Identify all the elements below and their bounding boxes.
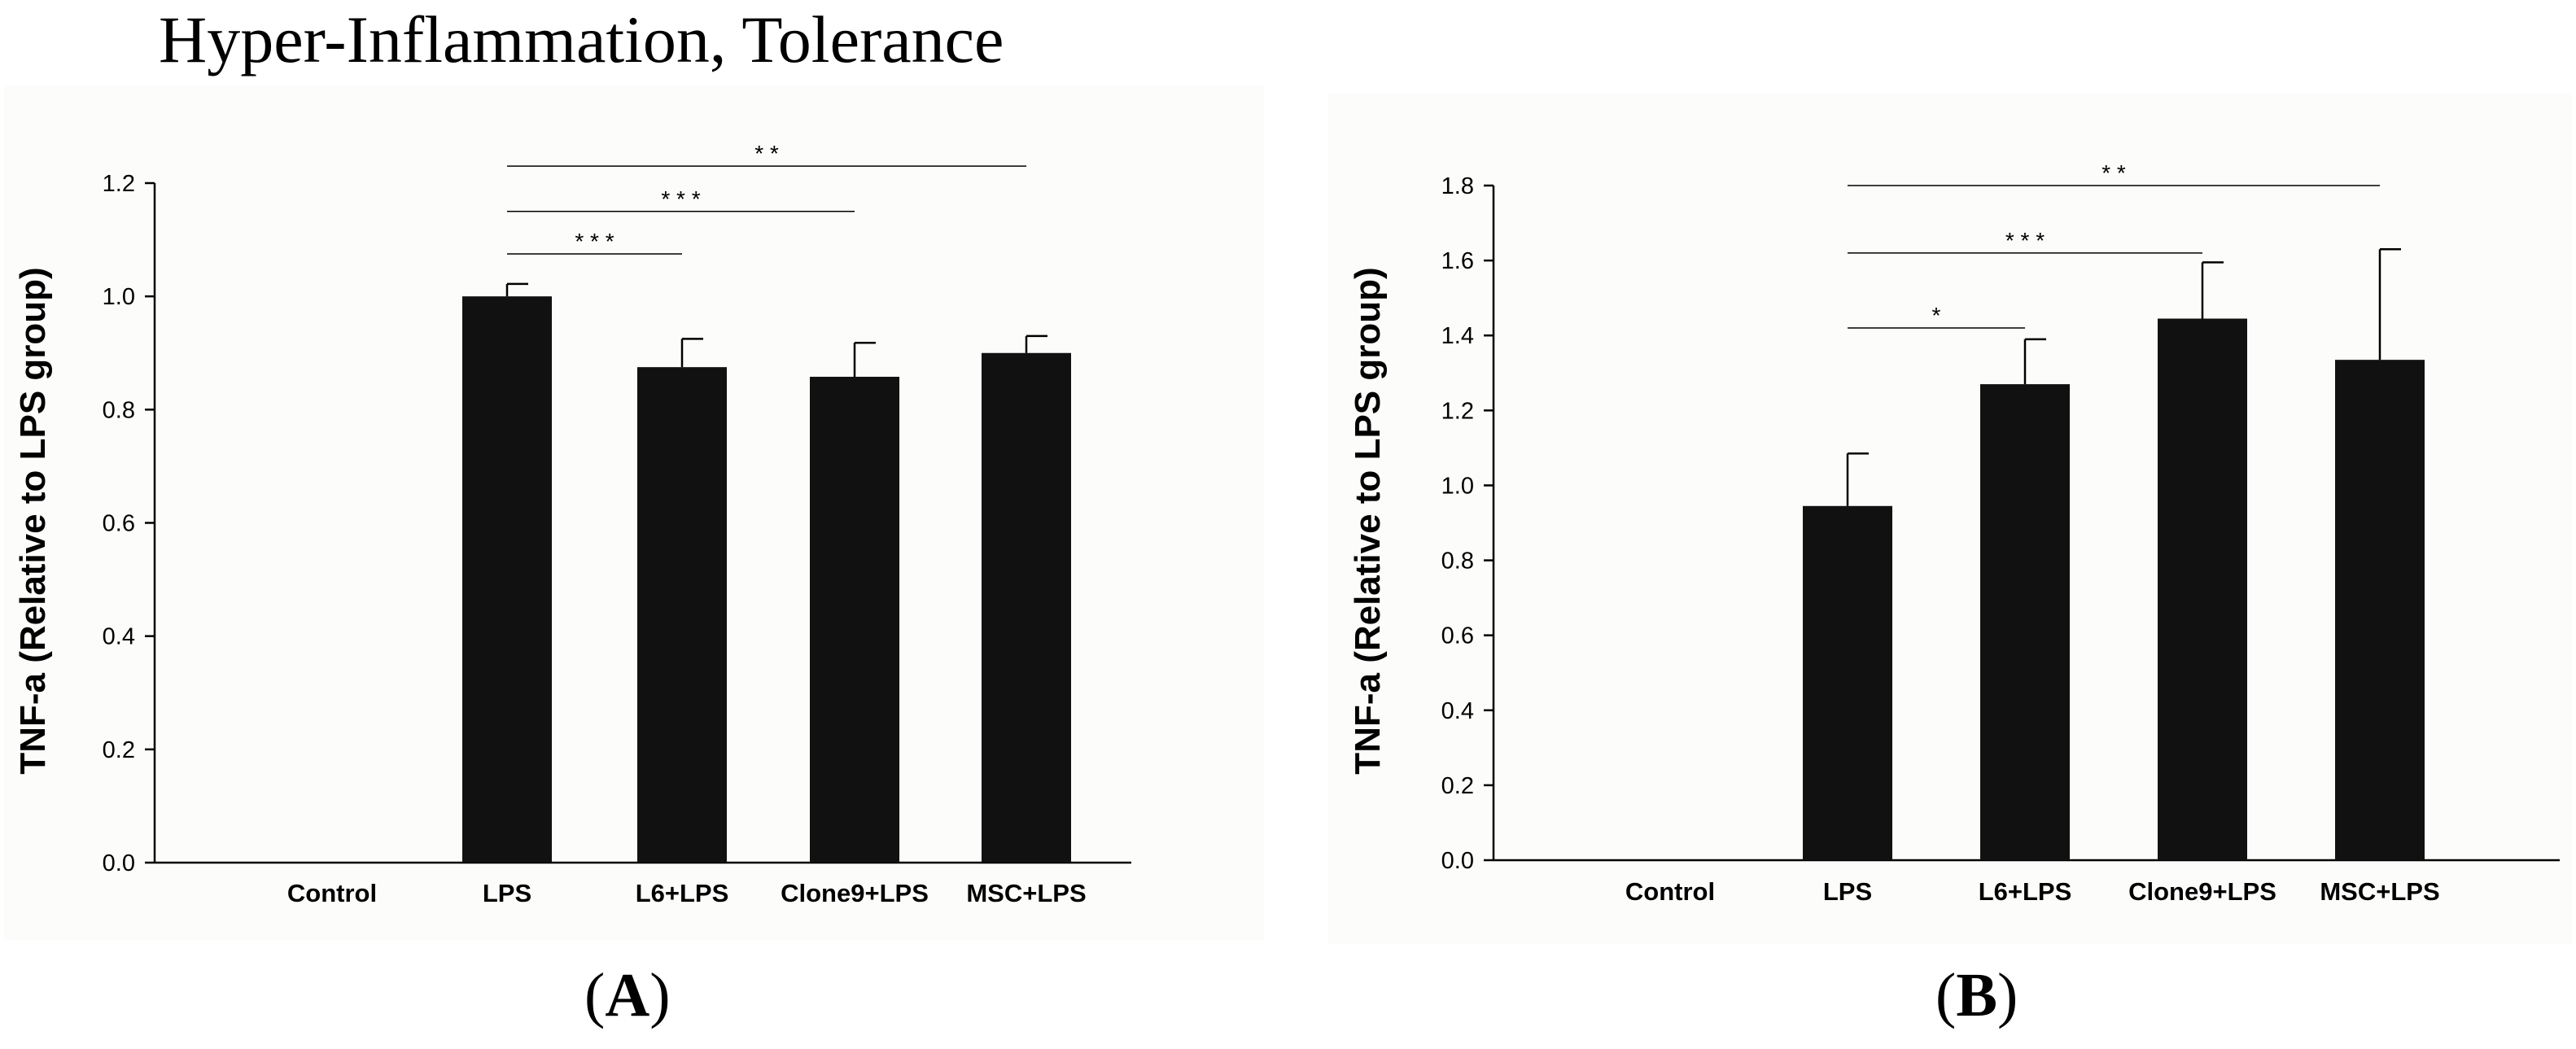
- panel-a-y-tick-label: 1.0: [103, 284, 135, 310]
- panel-b-y-axis-title: TNF-a (Relative to LPS group): [1348, 267, 1388, 774]
- panel-b-bar-l6-lps: [1980, 384, 2070, 860]
- panel-b-bar-msc-lps: [2335, 360, 2425, 860]
- panel-label-b: (B): [1935, 961, 2018, 1029]
- panel-a-y-tick-label: 0.2: [103, 737, 135, 763]
- panel-a-y-axis-title: TNF-a (Relative to LPS group): [13, 267, 53, 774]
- panel-b-significance-label: * * *: [2005, 228, 2045, 253]
- panel-b-category-label: LPS: [1823, 877, 1872, 906]
- panel-a-y-tick-label: 0.0: [103, 850, 135, 876]
- panel-a-bar-clone9-lps: [810, 376, 899, 863]
- panel-a-y-tick-label: 0.6: [103, 511, 135, 537]
- panel-a-category-label: Control: [287, 879, 377, 907]
- panel-b-category-label: MSC+LPS: [2320, 877, 2439, 906]
- panel-b-category-label: L6+LPS: [1979, 877, 2072, 906]
- panel-b-category-label: Clone9+LPS: [2128, 877, 2276, 906]
- panel-b-y-tick-label: 1.0: [1441, 473, 1474, 499]
- panel-b-y-tick-label: 0.6: [1441, 623, 1474, 649]
- panel-label-a-text: A: [605, 961, 650, 1029]
- panel-b-y-tick-label: 1.6: [1441, 248, 1474, 274]
- panel-a-plot: 0.0 0.2 0.4 0.6 0.8 1.0 1.2 TNF-a (Relative to …: [13, 141, 1131, 907]
- panel-b-y-tick-label: 1.2: [1441, 398, 1474, 424]
- panel-a-y-tick-label: 1.2: [103, 171, 135, 197]
- panel-b-plot: 0.0 0.2 0.4 0.6 0.8 1.0 1.2 1.4 1.6 1.8 TNF-a (Rel…: [1348, 160, 2560, 906]
- panel-b-significance-label: *: [1932, 303, 1941, 328]
- panel-b-bar-lps: [1803, 505, 1892, 860]
- panel-b-y-tick-label: 0.8: [1441, 549, 1474, 575]
- panel-label-a: (A): [584, 961, 671, 1029]
- panel-label-b-text: B: [1956, 961, 1998, 1029]
- panel-b-y-tick-label: 1.8: [1441, 173, 1474, 199]
- panel-b-category-label: Control: [1625, 877, 1715, 906]
- panel-a-category-label: LPS: [483, 879, 531, 907]
- panel-b-y-tick-label: 0.0: [1441, 848, 1474, 874]
- panel-a-category-label: Clone9+LPS: [781, 879, 929, 907]
- panel-a-bar-l6-lps: [637, 367, 727, 863]
- panel-b-y-tick-label: 1.4: [1441, 323, 1474, 349]
- panel-a-y-tick-label: 0.4: [103, 624, 135, 650]
- panel-b-bar-clone9-lps: [2158, 318, 2247, 861]
- panel-a-y-tick-label: 0.8: [103, 397, 135, 423]
- panel-b-y-tick-label: 0.2: [1441, 773, 1474, 799]
- panel-a-bar-lps: [462, 296, 552, 863]
- panel-a-category-label: MSC+LPS: [966, 879, 1086, 907]
- panel-a-significance-label: * * *: [661, 186, 700, 212]
- panel-a-bar-msc-lps: [982, 352, 1071, 863]
- panel-a-significance-label: * * *: [575, 229, 614, 254]
- figure-title: Hyper-Inflammation, Tolerance: [159, 2, 1004, 76]
- panel-b-significance-label: * *: [2101, 160, 2126, 186]
- panel-b-y-tick-label: 0.4: [1441, 698, 1474, 724]
- panel-a-significance-label: * *: [754, 141, 779, 166]
- panel-a-category-label: L6+LPS: [636, 879, 729, 907]
